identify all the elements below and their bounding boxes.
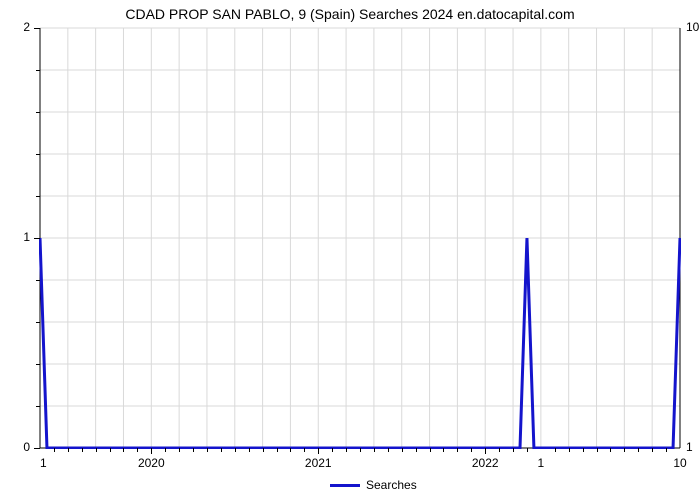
axis-tick bbox=[346, 448, 347, 452]
axis-tick bbox=[221, 448, 222, 452]
axis-tick bbox=[36, 406, 40, 407]
axis-tick bbox=[36, 112, 40, 113]
axis-tick bbox=[388, 448, 389, 452]
axis-tick bbox=[68, 448, 69, 452]
axis-tick bbox=[151, 448, 152, 454]
axis-tick bbox=[249, 448, 250, 452]
axis-tick bbox=[277, 448, 278, 452]
axis-tick bbox=[666, 448, 667, 452]
axis-tick bbox=[36, 322, 40, 323]
axis-tick bbox=[34, 238, 40, 239]
axis-tick bbox=[499, 448, 500, 452]
axis-tick-label: 2022 bbox=[472, 456, 499, 470]
legend-label: Searches bbox=[366, 478, 417, 492]
chart-plot bbox=[39, 27, 681, 449]
legend-swatch bbox=[330, 484, 360, 487]
axis-tick bbox=[82, 448, 83, 452]
legend: Searches bbox=[330, 478, 417, 492]
axis-tick bbox=[416, 448, 417, 452]
axis-tick-label: 2020 bbox=[138, 456, 165, 470]
axis-tick-label: 10 bbox=[686, 20, 699, 34]
axis-tick bbox=[597, 448, 598, 452]
axis-tick bbox=[555, 448, 556, 452]
axis-tick bbox=[54, 448, 55, 452]
axis-tick-label: 2021 bbox=[305, 456, 332, 470]
axis-tick bbox=[471, 448, 472, 452]
axis-tick bbox=[443, 448, 444, 452]
axis-tick bbox=[34, 448, 40, 449]
axis-tick bbox=[360, 448, 361, 452]
axis-tick bbox=[332, 448, 333, 452]
axis-tick bbox=[457, 448, 458, 452]
axis-tick bbox=[318, 448, 319, 454]
axis-tick bbox=[638, 448, 639, 452]
axis-tick-label: 1 bbox=[686, 440, 693, 454]
axis-tick bbox=[34, 28, 40, 29]
axis-tick bbox=[290, 448, 291, 452]
axis-tick-label: 1 bbox=[23, 230, 30, 244]
axis-tick bbox=[193, 448, 194, 452]
chart-title: CDAD PROP SAN PABLO, 9 (Spain) Searches … bbox=[0, 6, 700, 22]
axis-tick bbox=[610, 448, 611, 452]
axis-tick bbox=[137, 448, 138, 452]
axis-tick bbox=[165, 448, 166, 452]
axis-tick bbox=[304, 448, 305, 452]
axis-tick bbox=[513, 448, 514, 452]
axis-tick bbox=[624, 448, 625, 452]
axis-tick bbox=[207, 448, 208, 452]
axis-tick-label: 1 bbox=[40, 456, 47, 470]
axis-tick bbox=[36, 364, 40, 365]
axis-tick bbox=[569, 448, 570, 452]
axis-tick bbox=[263, 448, 264, 452]
axis-tick bbox=[402, 448, 403, 452]
axis-tick bbox=[36, 70, 40, 71]
axis-tick bbox=[110, 448, 111, 452]
axis-tick bbox=[235, 448, 236, 452]
axis-tick bbox=[36, 154, 40, 155]
axis-tick bbox=[485, 448, 486, 454]
axis-tick bbox=[36, 280, 40, 281]
axis-tick bbox=[36, 196, 40, 197]
axis-tick bbox=[583, 448, 584, 452]
axis-tick-label: 10 bbox=[673, 456, 686, 470]
axis-tick bbox=[96, 448, 97, 452]
axis-tick bbox=[527, 448, 528, 452]
axis-tick bbox=[123, 448, 124, 452]
axis-tick-label: 1 bbox=[538, 456, 545, 470]
axis-tick bbox=[430, 448, 431, 452]
axis-tick bbox=[179, 448, 180, 452]
axis-tick-label: 2 bbox=[23, 20, 30, 34]
axis-tick-label: 0 bbox=[23, 440, 30, 454]
axis-tick bbox=[652, 448, 653, 452]
axis-tick bbox=[374, 448, 375, 452]
